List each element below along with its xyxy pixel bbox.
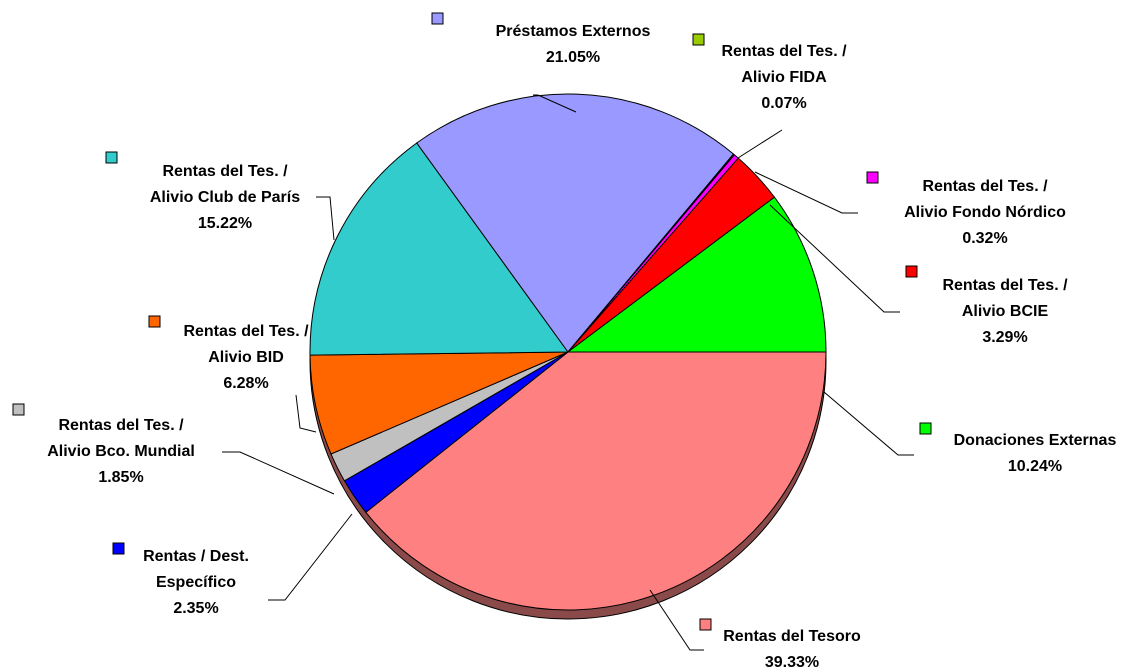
label-line: Rentas del Tesoro bbox=[723, 628, 861, 645]
label-line: Rentas del Tes. / bbox=[58, 417, 184, 434]
label-line: Alivio Fondo Nórdico bbox=[904, 204, 1066, 221]
legend-key bbox=[699, 618, 712, 631]
label-line: Alivio Bco. Mundial bbox=[47, 443, 195, 460]
value-label: 1.85% bbox=[98, 469, 143, 486]
leader-line bbox=[754, 171, 858, 214]
slice-label: Rentas del Tesoro bbox=[723, 628, 861, 645]
slice-label: Préstamos Externos bbox=[496, 23, 651, 40]
leader-line bbox=[268, 513, 353, 601]
value-label: 21.05% bbox=[546, 49, 600, 66]
legend-key bbox=[12, 403, 25, 416]
leader-line bbox=[316, 196, 335, 241]
legend-key bbox=[919, 422, 932, 435]
pie-slice bbox=[309, 142, 569, 356]
label-line: Alivio Club de París bbox=[150, 189, 300, 206]
slice-label: Donaciones Externas bbox=[954, 432, 1117, 449]
legend-key bbox=[112, 542, 125, 555]
slice-label: Rentas / Dest. Específico bbox=[143, 548, 249, 591]
label-line: Rentas / Dest. bbox=[143, 548, 249, 565]
legend-key bbox=[905, 265, 918, 278]
value-label: 0.32% bbox=[962, 230, 1007, 247]
pie-slice bbox=[566, 196, 827, 353]
pie-slice bbox=[416, 93, 735, 353]
slice-label: Rentas del Tes. / Alivio Bco. Mundial bbox=[47, 417, 195, 460]
value-label: 39.33% bbox=[765, 654, 819, 671]
leader-line bbox=[295, 394, 317, 433]
value-label: 3.29% bbox=[982, 329, 1027, 346]
value-label: 0.07% bbox=[761, 95, 806, 112]
leader-line bbox=[649, 589, 704, 651]
value-label: 10.24% bbox=[1008, 458, 1062, 475]
legend-key bbox=[148, 315, 161, 328]
value-label: 15.22% bbox=[198, 215, 252, 232]
slice-label: Rentas del Tes. / Alivio FIDA bbox=[721, 43, 847, 86]
legend-key bbox=[866, 171, 879, 184]
slice-label: Rentas del Tes. / Alivio BCIE bbox=[942, 277, 1068, 320]
legend-key bbox=[431, 12, 444, 25]
value-label: 2.35% bbox=[173, 600, 218, 617]
leader-line bbox=[823, 391, 914, 456]
slice-label: Rentas del Tes. / Alivio BID bbox=[183, 323, 309, 366]
label-line: Alivio BID bbox=[208, 349, 284, 366]
value-label: 6.28% bbox=[223, 375, 268, 392]
leader-line bbox=[737, 129, 783, 159]
label-line: Rentas del Tes. / bbox=[162, 163, 288, 180]
label-line: Donaciones Externas bbox=[954, 432, 1117, 449]
leader-line bbox=[222, 451, 335, 495]
legend-key bbox=[692, 33, 705, 46]
leader-line bbox=[533, 94, 577, 113]
slice-label: Rentas del Tes. / Alivio Club de París bbox=[150, 163, 300, 206]
label-line: Rentas del Tes. / bbox=[183, 323, 309, 340]
label-line: Alivio FIDA bbox=[741, 69, 827, 86]
leader-line bbox=[769, 204, 900, 313]
labels: Rentas del Tesoro 39.33% Rentas / Dest. Esp… bbox=[12, 12, 1117, 671]
slice-label: Rentas del Tes. / Alivio Fondo Nórdico bbox=[904, 178, 1066, 221]
label-line: Rentas del Tes. / bbox=[922, 178, 1048, 195]
label-line: Específico bbox=[156, 574, 236, 591]
pie-slice bbox=[365, 351, 827, 611]
label-line: Alivio BCIE bbox=[962, 303, 1049, 320]
pie bbox=[309, 93, 827, 611]
label-line: Rentas del Tes. / bbox=[721, 43, 847, 60]
label-line: Préstamos Externos bbox=[496, 23, 651, 40]
legend-key bbox=[105, 151, 118, 164]
label-line: Rentas del Tes. / bbox=[942, 277, 1068, 294]
